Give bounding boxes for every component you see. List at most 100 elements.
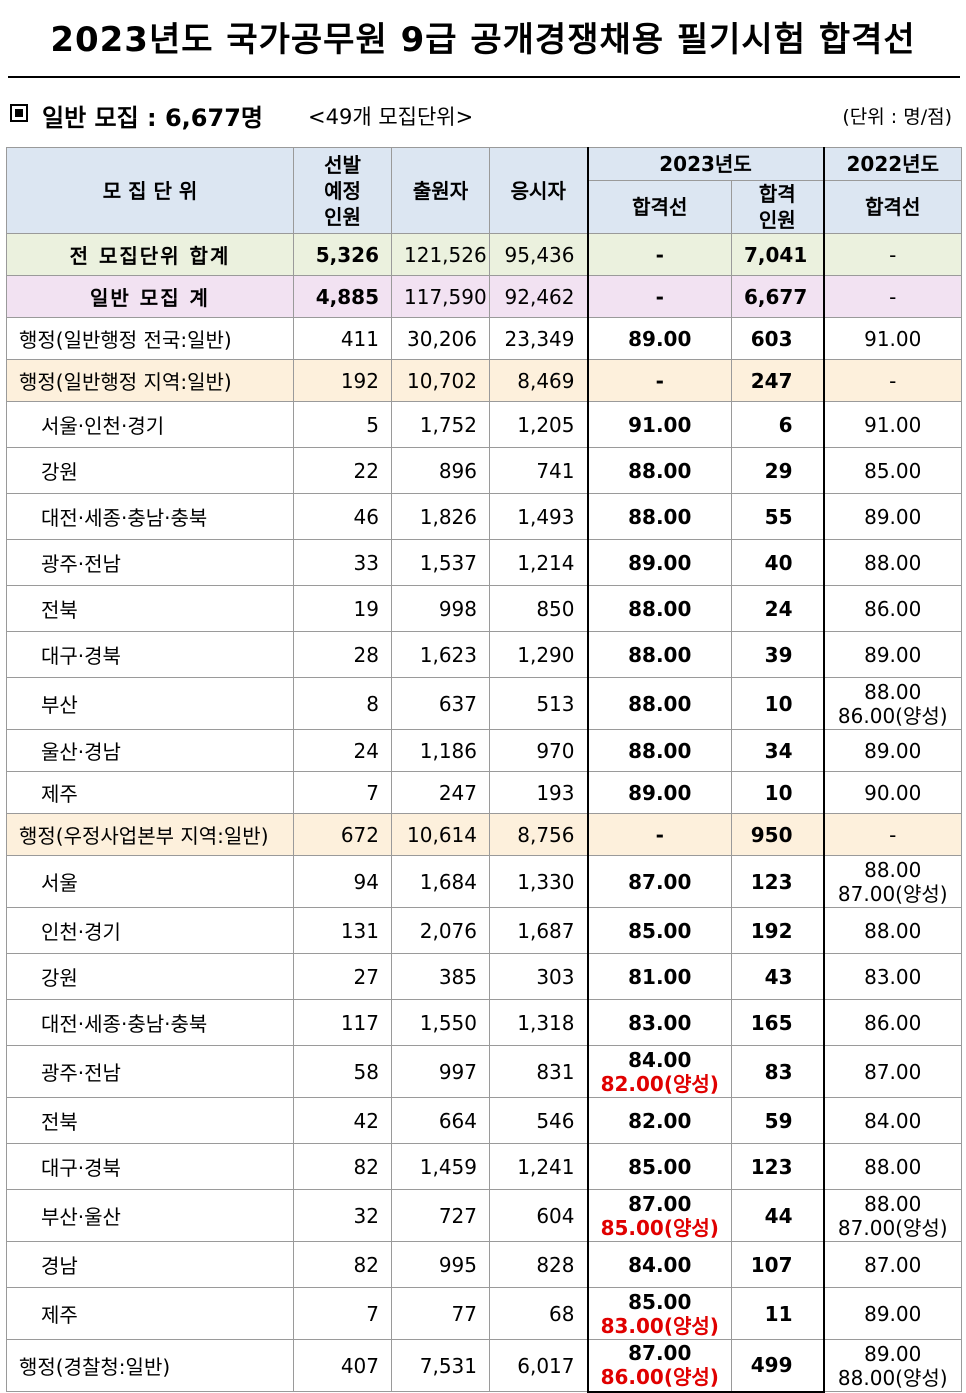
header-passed-line1: 합격 — [758, 182, 796, 206]
passed-count: 34 — [731, 729, 825, 772]
header-takers: 응시자 — [489, 147, 588, 234]
cutoff-2023: 84.00 — [586, 1241, 732, 1288]
table-row: 부산 8 637 513 88.00 10 88.00 86.00(양성) — [6, 677, 962, 730]
table-row: 인천·경기 131 2,076 1,687 85.00 192 88.00 — [6, 907, 962, 954]
prev-cutoff-score: 88.00 — [864, 1154, 922, 1179]
table-row: 전북 42 664 546 82.00 59 84.00 — [6, 1097, 962, 1144]
planned-count: 32 — [293, 1189, 392, 1242]
cutoff-2023: 82.00 — [586, 1097, 732, 1144]
unit-name: 행정(일반행정 지역:일반) — [6, 359, 294, 402]
taker-count: 303 — [489, 953, 588, 1000]
cutoff-score: 83.00 — [628, 1010, 692, 1035]
cutoff-score: 87.00 — [628, 1191, 692, 1216]
prev-cutoff-score: 86.00 — [864, 596, 922, 621]
taker-count: 6,017 — [489, 1339, 588, 1392]
prev-cutoff-score: 89.00 — [864, 738, 922, 763]
planned-count: 46 — [293, 493, 392, 540]
cutoff-2023: 87.00 85.00(양성) — [586, 1189, 732, 1242]
prev-cutoff-score: 88.00 — [864, 918, 922, 943]
prev-cutoff-score: - — [889, 368, 897, 393]
table-row: 대구·경북 28 1,623 1,290 88.00 39 89.00 — [6, 631, 962, 678]
prev-cutoff-score: 86.00 — [864, 1010, 922, 1035]
cutoff-2023: 88.00 — [586, 585, 732, 632]
cutoff-2022: 89.00 — [823, 1287, 962, 1340]
taker-count: 1,214 — [489, 539, 588, 586]
table-row: 행정(일반행정 지역:일반) 192 10,702 8,469 - 247 - — [6, 359, 962, 402]
prev-cutoff-score: 89.00 — [864, 1341, 922, 1366]
table-row: 일반 모집 계 4,885 117,590 92,462 - 6,677 - — [6, 275, 962, 318]
taker-count: 193 — [489, 771, 588, 814]
planned-count: 7 — [293, 1287, 392, 1340]
taker-count: 8,756 — [489, 813, 588, 856]
cutoff-2023: 88.00 — [586, 447, 732, 494]
planned-count: 5 — [293, 401, 392, 448]
unit-name: 대전·세종·충남·충북 — [6, 493, 294, 540]
taker-count: 513 — [489, 677, 588, 730]
passed-count: 40 — [731, 539, 825, 586]
cutoff-score: - — [655, 242, 664, 267]
cutoff-2023: - — [586, 233, 732, 276]
taker-count: 828 — [489, 1241, 588, 1288]
prev-cutoff-score: 84.00 — [864, 1108, 922, 1133]
cutoff-score: 82.00 — [628, 1108, 692, 1133]
taker-count: 850 — [489, 585, 588, 632]
title-divider — [8, 76, 960, 78]
taker-count: 1,290 — [489, 631, 588, 678]
prev-cutoff-score: 89.00 — [864, 1301, 922, 1326]
prev-cutoff-score: 83.00 — [864, 964, 922, 989]
prev-cutoff-score: 91.00 — [864, 412, 922, 437]
page-title: 2023년도 국가공무원 9급 공개경쟁채용 필기시험 합격선 — [50, 20, 916, 60]
table-row: 행정(경찰청:일반) 407 7,531 6,017 87.00 86.00(양성) 499… — [6, 1339, 962, 1393]
cutoff-score: 84.00 — [628, 1252, 692, 1277]
passed-count: 165 — [731, 999, 825, 1046]
planned-count: 4,885 — [293, 275, 392, 318]
planned-count: 117 — [293, 999, 392, 1046]
cutoff-2022: 88.00 86.00(양성) — [823, 677, 962, 730]
cutoff-score: 91.00 — [628, 412, 692, 437]
header-applicants: 출원자 — [391, 147, 490, 234]
unit-note: (단위 : 명/점) — [842, 106, 952, 128]
table-row: 서울·인천·경기 5 1,752 1,205 91.00 6 91.00 — [6, 401, 962, 448]
applicant-count: 896 — [391, 447, 490, 494]
planned-count: 22 — [293, 447, 392, 494]
cutoff-2023: 89.00 — [586, 317, 732, 360]
cutoff-2023: 87.00 — [586, 855, 732, 908]
header-cutoff-2022: 합격선 — [823, 180, 962, 234]
planned-count: 82 — [293, 1143, 392, 1190]
cutoff-2022: 86.00 — [823, 585, 962, 632]
cutoff-2022: - — [823, 813, 962, 856]
taker-count: 741 — [489, 447, 588, 494]
header-year-2023: 2023년도 — [586, 147, 825, 181]
passed-count: 10 — [731, 771, 825, 814]
cutoff-score: 89.00 — [628, 780, 692, 805]
applicant-count: 727 — [391, 1189, 490, 1242]
cutoff-2023: - — [586, 359, 732, 402]
applicant-count: 664 — [391, 1097, 490, 1144]
applicant-count: 10,614 — [391, 813, 490, 856]
prev-cutoff-score: - — [889, 284, 897, 309]
cutoff-2022: 90.00 — [823, 771, 962, 814]
applicant-count: 10,702 — [391, 359, 490, 402]
table-row: 전북 19 998 850 88.00 24 86.00 — [6, 585, 962, 632]
unit-name: 제주 — [6, 771, 294, 814]
cutoff-2022: 83.00 — [823, 953, 962, 1000]
cutoff-score: 89.00 — [628, 326, 692, 351]
unit-name: 행정(일반행정 전국:일반) — [6, 317, 294, 360]
planned-count: 58 — [293, 1045, 392, 1098]
cutoff-2022: 88.00 — [823, 1143, 962, 1190]
applicant-count: 121,526 — [391, 233, 490, 276]
table-row: 제주 7 247 193 89.00 10 90.00 — [6, 771, 962, 814]
taker-count: 92,462 — [489, 275, 588, 318]
passed-count: 11 — [731, 1287, 825, 1340]
unit-name: 인천·경기 — [6, 907, 294, 954]
table-row: 광주·전남 58 997 831 84.00 82.00(양성) 83 87.00 — [6, 1045, 962, 1098]
unit-name: 전 모집단위 합계 — [6, 233, 294, 276]
cutoff-2023: 89.00 — [586, 771, 732, 814]
cutoff-2022: 89.00 88.00(양성) — [823, 1339, 962, 1392]
passed-count: 123 — [731, 1143, 825, 1190]
planned-count: 27 — [293, 953, 392, 1000]
header-cutoff-2023: 합격선 — [586, 180, 732, 234]
cutoff-score: 88.00 — [628, 504, 692, 529]
unit-name: 일반 모집 계 — [6, 275, 294, 318]
table-row: 대전·세종·충남·충북 117 1,550 1,318 83.00 165 86.00 — [6, 999, 962, 1046]
